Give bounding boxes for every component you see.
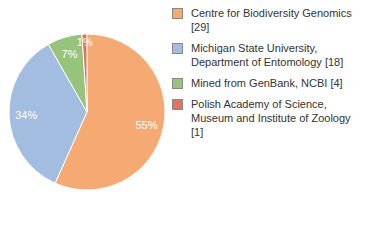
html-text:Michigan State University, Dep: Michigan State University, Department of… — [191, 42, 344, 68]
svg-text:7%: 7% — [62, 48, 78, 60]
svg-text:1%: 1% — [77, 36, 93, 48]
svg-text:55%: 55% — [135, 119, 157, 131]
html-text:Centre for Biodiversity Genomi: Centre for Biodiversity Genomics [29] — [191, 7, 352, 33]
svg-text:34%: 34% — [15, 109, 37, 121]
html-text:Polish Academy of Science, Mus: Polish Academy of Science, Museum and In… — [191, 98, 351, 138]
html-text:Mined from GenBank, NCBI [4]: Mined from GenBank, NCBI [4] — [191, 77, 343, 89]
